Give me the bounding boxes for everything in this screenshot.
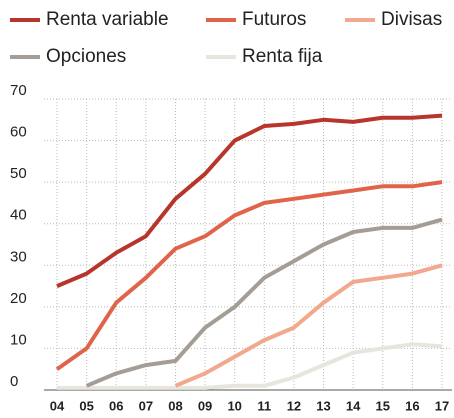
y-tick-label: 0 bbox=[10, 373, 18, 390]
series-line bbox=[55, 180, 443, 371]
x-tick-label: 07 bbox=[139, 398, 153, 413]
x-tick-label: 12 bbox=[287, 398, 301, 413]
y-tick-label: 40 bbox=[10, 207, 27, 224]
x-tick-label: 14 bbox=[346, 398, 361, 413]
y-tick-label: 70 bbox=[10, 82, 27, 99]
legend-label: Divisas bbox=[381, 9, 442, 30]
x-tick-label: 17 bbox=[435, 398, 449, 413]
x-tick-label: 08 bbox=[168, 398, 182, 413]
x-tick-label: 13 bbox=[316, 398, 330, 413]
legend-label: Renta variable bbox=[46, 9, 169, 30]
series-line bbox=[85, 217, 443, 388]
legend-label: Renta fija bbox=[242, 46, 323, 67]
series-line bbox=[56, 113, 443, 288]
legend-label: Opciones bbox=[46, 46, 126, 67]
series-line bbox=[174, 263, 443, 388]
x-tick-label: 15 bbox=[376, 398, 390, 413]
x-tick-label: 06 bbox=[109, 398, 123, 413]
x-tick-label: 16 bbox=[405, 398, 419, 413]
x-tick-label: 11 bbox=[257, 398, 271, 413]
x-tick-label: 10 bbox=[227, 398, 241, 413]
x-tick-label: 09 bbox=[198, 398, 212, 413]
x-tick-label: 04 bbox=[50, 398, 65, 413]
x-tick-label: 05 bbox=[79, 398, 93, 413]
y-tick-label: 20 bbox=[10, 290, 27, 307]
legend-label: Futuros bbox=[242, 9, 306, 30]
y-tick-label: 30 bbox=[10, 248, 27, 265]
y-tick-label: 10 bbox=[10, 331, 27, 348]
y-tick-label: 60 bbox=[10, 124, 27, 141]
y-tick-label: 50 bbox=[10, 165, 27, 182]
series-line bbox=[57, 342, 443, 390]
